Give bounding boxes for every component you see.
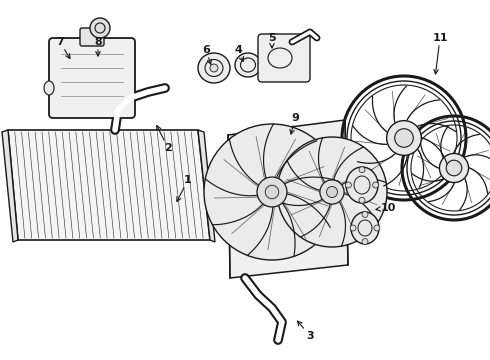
- Circle shape: [320, 180, 344, 204]
- Circle shape: [362, 211, 368, 217]
- Ellipse shape: [210, 64, 218, 72]
- Circle shape: [204, 124, 340, 260]
- Text: 1: 1: [177, 175, 192, 202]
- Text: 10: 10: [376, 203, 396, 213]
- Text: 11: 11: [432, 33, 448, 74]
- Circle shape: [257, 177, 287, 207]
- Text: 5: 5: [268, 33, 276, 48]
- Circle shape: [359, 197, 365, 203]
- Circle shape: [395, 129, 413, 147]
- Circle shape: [374, 225, 380, 231]
- Ellipse shape: [44, 81, 54, 95]
- Circle shape: [345, 182, 351, 188]
- Polygon shape: [8, 130, 210, 240]
- Circle shape: [387, 121, 421, 156]
- Circle shape: [277, 137, 387, 247]
- Ellipse shape: [346, 167, 378, 203]
- Polygon shape: [228, 120, 348, 278]
- Circle shape: [326, 186, 338, 198]
- Text: 7: 7: [56, 37, 70, 59]
- Ellipse shape: [198, 53, 230, 83]
- Circle shape: [359, 167, 365, 173]
- Polygon shape: [198, 130, 215, 242]
- Ellipse shape: [351, 212, 379, 244]
- FancyBboxPatch shape: [49, 38, 135, 118]
- Circle shape: [350, 225, 356, 231]
- Ellipse shape: [235, 53, 261, 77]
- Text: 2: 2: [157, 126, 172, 153]
- FancyBboxPatch shape: [258, 34, 310, 82]
- Circle shape: [265, 185, 279, 199]
- Circle shape: [446, 160, 462, 176]
- Text: 8: 8: [94, 37, 102, 56]
- FancyBboxPatch shape: [80, 28, 104, 46]
- Polygon shape: [2, 130, 18, 242]
- Circle shape: [440, 153, 468, 183]
- Circle shape: [362, 239, 368, 244]
- Text: 3: 3: [297, 321, 314, 341]
- Text: 6: 6: [202, 45, 211, 64]
- Text: 9: 9: [290, 113, 299, 134]
- Text: 4: 4: [234, 45, 244, 61]
- Circle shape: [90, 18, 110, 38]
- Circle shape: [372, 182, 379, 188]
